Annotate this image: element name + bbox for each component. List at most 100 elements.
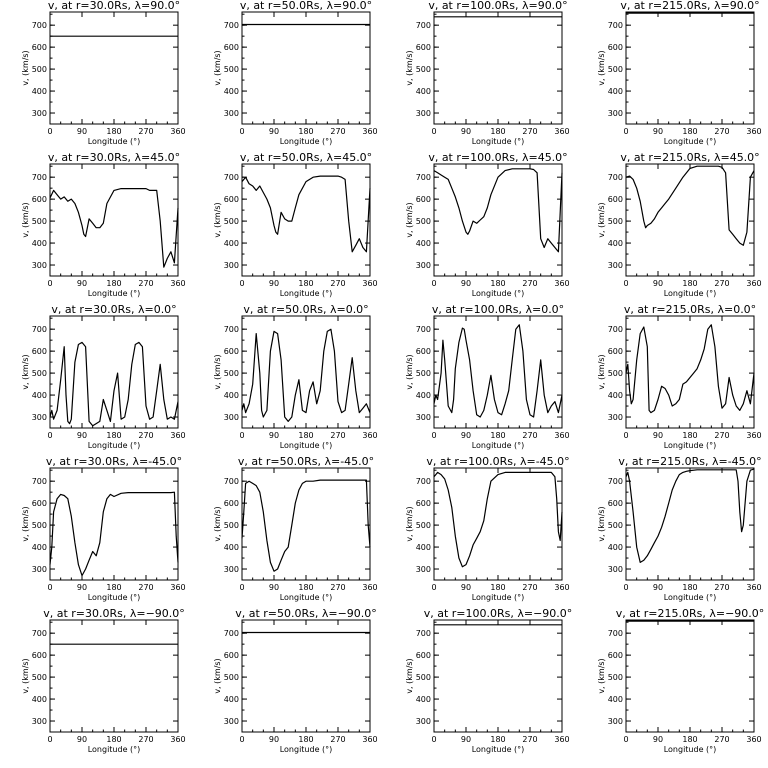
y-tick-label: 400 bbox=[224, 239, 239, 248]
x-tick-label: 270 bbox=[522, 431, 537, 440]
y-tick-label: 500 bbox=[32, 521, 47, 530]
y-tick-label: 500 bbox=[608, 369, 623, 378]
y-tick-label: 600 bbox=[608, 195, 623, 204]
x-tick-label: 180 bbox=[682, 279, 697, 288]
plot-frame bbox=[241, 163, 371, 277]
y-tick-label: 600 bbox=[32, 195, 47, 204]
y-tick-label: 500 bbox=[224, 217, 239, 226]
y-tick-label: 300 bbox=[608, 109, 623, 118]
x-axis-label: Longitude (°) bbox=[664, 441, 717, 450]
y-tick-label: 400 bbox=[416, 239, 431, 248]
x-tick-label: 0 bbox=[623, 583, 628, 592]
y-tick-label: 700 bbox=[224, 325, 239, 334]
chart-panel: v, at r=30.0Rs, λ=90.0° 0 90 180 270 360 300 40… bbox=[21, 0, 186, 146]
x-tick-label: 0 bbox=[47, 735, 52, 744]
x-tick-label: 360 bbox=[554, 735, 569, 744]
y-tick-label: 500 bbox=[224, 369, 239, 378]
x-tick-label: 270 bbox=[330, 735, 345, 744]
y-axis-label: v, (km/s) bbox=[405, 202, 414, 237]
x-axis-label: Longitude (°) bbox=[280, 289, 333, 298]
chart-panel: v, at r=100.0Rs, λ=0.0° 0 90 180 270 360 300 40… bbox=[405, 303, 570, 450]
y-tick-label: 400 bbox=[32, 391, 47, 400]
y-tick-label: 700 bbox=[416, 325, 431, 334]
y-tick-label: 400 bbox=[32, 87, 47, 96]
x-tick-label: 360 bbox=[170, 583, 185, 592]
chart-title: v, at r=215.0Rs, λ=-45.0° bbox=[618, 455, 761, 468]
series-line bbox=[49, 341, 179, 427]
y-tick-label: 300 bbox=[608, 717, 623, 726]
y-tick-label: 700 bbox=[32, 325, 47, 334]
x-tick-label: 180 bbox=[490, 127, 505, 136]
x-tick-label: 360 bbox=[362, 279, 377, 288]
x-tick-label: 180 bbox=[298, 735, 313, 744]
chart-panel: v, at r=100.0Rs, λ=45.0° 0 90 180 270 360 300 4… bbox=[405, 151, 570, 298]
chart-panel: v, at r=215.0Rs, λ=0.0° 0 90 180 270 360 300 40… bbox=[597, 303, 762, 450]
x-axis-label: Longitude (°) bbox=[280, 593, 333, 602]
y-tick-label: 300 bbox=[32, 565, 47, 574]
x-axis-label: Longitude (°) bbox=[472, 289, 525, 298]
y-tick-label: 400 bbox=[224, 87, 239, 96]
chart-title: v, at r=30.0Rs, λ=0.0° bbox=[51, 303, 176, 316]
y-tick-label: 300 bbox=[416, 565, 431, 574]
y-tick-label: 600 bbox=[32, 499, 47, 508]
y-tick-label: 600 bbox=[224, 499, 239, 508]
plot-frame bbox=[625, 11, 755, 125]
chart-title: v, at r=215.0Rs, λ=45.0° bbox=[620, 151, 759, 164]
y-tick-label: 700 bbox=[224, 173, 239, 182]
plot-frame bbox=[49, 467, 179, 581]
y-axis-label: v, (km/s) bbox=[213, 202, 222, 237]
y-tick-label: 600 bbox=[416, 651, 431, 660]
y-tick-label: 700 bbox=[224, 21, 239, 30]
x-axis-label: Longitude (°) bbox=[472, 593, 525, 602]
x-tick-label: 360 bbox=[746, 431, 761, 440]
y-tick-label: 500 bbox=[224, 673, 239, 682]
y-axis-label: v, (km/s) bbox=[597, 202, 606, 237]
x-tick-label: 90 bbox=[653, 735, 663, 744]
series-line bbox=[433, 471, 563, 568]
y-tick-label: 500 bbox=[32, 369, 47, 378]
y-tick-label: 400 bbox=[416, 695, 431, 704]
chart-title: v, at r=30.0Rs, λ=90.0° bbox=[48, 0, 180, 12]
series-line bbox=[433, 168, 563, 253]
chart-panel: v, at r=30.0Rs, λ=−90.0° 0 90 180 270 360 300 4… bbox=[21, 607, 186, 754]
y-tick-label: 400 bbox=[416, 391, 431, 400]
y-tick-label: 500 bbox=[416, 65, 431, 74]
x-axis-label: Longitude (°) bbox=[664, 593, 717, 602]
chart-title: v, at r=100.0Rs, λ=0.0° bbox=[432, 303, 564, 316]
y-tick-label: 300 bbox=[608, 413, 623, 422]
y-tick-label: 600 bbox=[32, 43, 47, 52]
y-tick-label: 600 bbox=[416, 43, 431, 52]
y-tick-label: 300 bbox=[416, 717, 431, 726]
y-axis-label: v, (km/s) bbox=[597, 354, 606, 389]
x-tick-label: 180 bbox=[298, 583, 313, 592]
chart-panel: v, at r=30.0Rs, λ=0.0° 0 90 180 270 360 300 400… bbox=[21, 303, 186, 450]
y-tick-label: 600 bbox=[608, 651, 623, 660]
chart-title: v, at r=215.0Rs, λ=0.0° bbox=[624, 303, 756, 316]
y-tick-label: 500 bbox=[224, 521, 239, 530]
x-tick-label: 360 bbox=[746, 583, 761, 592]
x-tick-label: 0 bbox=[431, 735, 436, 744]
x-axis-label: Longitude (°) bbox=[280, 441, 333, 450]
x-tick-label: 0 bbox=[47, 431, 52, 440]
x-tick-label: 0 bbox=[623, 127, 628, 136]
chart-title: v, at r=30.0Rs, λ=−90.0° bbox=[43, 607, 185, 620]
y-axis-label: v, (km/s) bbox=[405, 354, 414, 389]
plot-frame bbox=[433, 11, 563, 125]
y-axis-label: v, (km/s) bbox=[405, 658, 414, 693]
series-line bbox=[241, 479, 371, 572]
y-tick-label: 500 bbox=[32, 217, 47, 226]
x-tick-label: 180 bbox=[490, 735, 505, 744]
y-tick-label: 300 bbox=[224, 109, 239, 118]
series-line bbox=[49, 188, 179, 268]
y-tick-label: 400 bbox=[416, 543, 431, 552]
x-tick-label: 360 bbox=[554, 127, 569, 136]
x-tick-label: 360 bbox=[746, 735, 761, 744]
y-tick-label: 600 bbox=[608, 347, 623, 356]
x-tick-label: 270 bbox=[522, 279, 537, 288]
y-tick-label: 600 bbox=[416, 195, 431, 204]
y-tick-label: 700 bbox=[224, 629, 239, 638]
x-axis-label: Longitude (°) bbox=[664, 289, 717, 298]
x-tick-label: 90 bbox=[461, 127, 471, 136]
y-tick-label: 600 bbox=[224, 195, 239, 204]
plot-frame bbox=[625, 163, 755, 277]
